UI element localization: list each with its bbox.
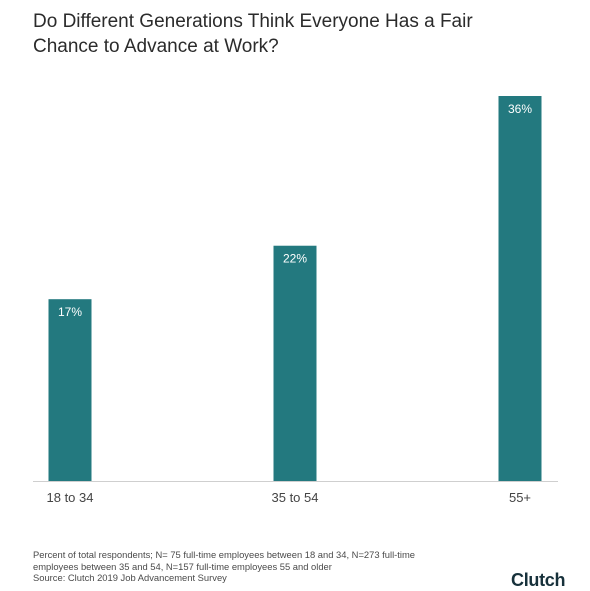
bar-value-label-2: 22% — [283, 252, 307, 266]
bars-group: 17% 22% 36% — [48, 96, 542, 481]
bar-chart: 17% 22% 36% 18 to 34 35 to 54 55+ — [33, 96, 558, 505]
bar-2 — [273, 245, 317, 481]
bar-value-label-3: 36% — [508, 102, 532, 116]
clutch-logo: Clutch — [511, 570, 566, 590]
chart-title-line-2: Chance to Advance at Work? — [33, 36, 279, 57]
x-tick-label-3: 55+ — [509, 490, 531, 505]
footnote-line-2: employees between 35 and 54, N=157 full-… — [33, 560, 332, 572]
footnote: Percent of total respondents; N= 75 full… — [33, 549, 493, 584]
footnote-line-3: Source: Clutch 2019 Job Advancement Surv… — [33, 572, 227, 583]
bar-1 — [48, 299, 92, 481]
bar-3 — [498, 96, 542, 481]
footnote-line-1: Percent of total respondents; N= 75 full… — [33, 549, 415, 560]
x-tick-labels: 18 to 34 35 to 54 55+ — [47, 490, 532, 505]
bar-value-label-1: 17% — [58, 305, 82, 319]
chart-title: Do Different Generations Think Everyone … — [33, 9, 573, 59]
chart-title-line-1: Do Different Generations Think Everyone … — [33, 11, 473, 32]
x-tick-label-2: 35 to 54 — [272, 490, 319, 505]
x-tick-label-1: 18 to 34 — [47, 490, 94, 505]
